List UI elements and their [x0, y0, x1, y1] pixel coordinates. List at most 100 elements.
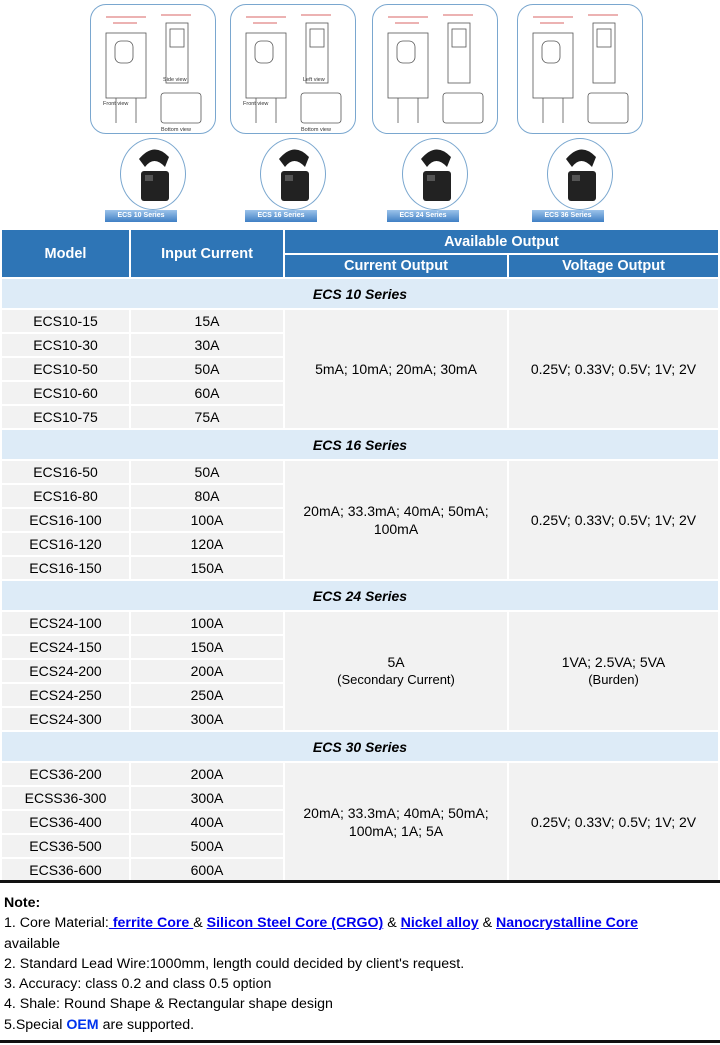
current-output-cell: 20mA; 33.3mA; 40mA; 50mA; 100mA	[283, 459, 509, 581]
model-cell: ECS24-100	[0, 610, 131, 636]
current-output-cell: 5mA; 10mA; 20mA; 30mA	[283, 308, 509, 430]
model-cell: ECS16-150	[0, 555, 131, 581]
view-label: Bottom view	[161, 127, 191, 133]
view-label: Front view	[103, 101, 129, 107]
table-row: ECS10-50 50A	[0, 356, 719, 382]
series-label: ECS 24 Series	[387, 210, 459, 222]
header-voltage-output: Voltage Output	[507, 253, 720, 279]
current-output: 20mA; 33.3mA; 40mA; 50mA; 100mA	[303, 503, 489, 537]
note-text: &	[383, 915, 401, 932]
input-current-cell: 500A	[129, 833, 285, 859]
divider	[0, 880, 720, 883]
product-2: ECS 24 Series	[372, 0, 512, 226]
table-row: ECS24-200 200A	[0, 658, 719, 684]
input-current-cell: 200A	[129, 761, 285, 787]
spec-table: Model Input Current Available Output Cur…	[0, 228, 720, 883]
table-row: ECS24-100 100A 5A (Secondary Current) 1VA; …	[0, 610, 720, 732]
link-nanocrystalline-core[interactable]: Nanocrystalline Core	[496, 915, 638, 932]
link-silicon-steel-core[interactable]: Silicon Steel Core (CRGO)	[206, 915, 384, 932]
header-input-current: Input Current	[129, 228, 285, 279]
model-cell: ECS16-100	[0, 507, 131, 533]
table-row: ECS36-600 600A	[0, 857, 719, 883]
model-cell: ECS10-60	[0, 380, 131, 406]
product-photo	[547, 138, 613, 210]
view-label: Bottom view	[301, 127, 331, 133]
note-text: are supported.	[98, 1016, 195, 1033]
model-cell: ECS36-400	[0, 809, 131, 835]
table-row: ECS10-30 30A	[0, 332, 719, 358]
voltage-output-note: (Burden)	[588, 672, 639, 687]
voltage-output: 1VA; 2.5VA; 5VA	[561, 654, 666, 670]
input-current-cell: 150A	[129, 634, 285, 660]
table-row: ECS16-120 120A	[0, 531, 719, 557]
header-available-output: Available Output	[283, 228, 720, 255]
link-nickel-alloy[interactable]: Nickel alloy	[400, 915, 479, 932]
input-current-cell: 30A	[129, 332, 285, 358]
series-label: ECS 10 Series	[105, 210, 177, 222]
input-current-cell: 600A	[129, 857, 285, 883]
table-row: ECSS36-300 300A	[0, 785, 719, 811]
note-text: 1. Core Material:	[4, 915, 109, 932]
model-cell: ECS16-80	[0, 483, 131, 509]
series-group-row: ECS 30 Series	[0, 730, 720, 763]
input-current-cell: 80A	[129, 483, 285, 509]
dimension-drawing: Front view Left view Bottom view	[230, 4, 356, 134]
current-output-cell: 20mA; 33.3mA; 40mA; 50mA; 100mA; 1A; 5A	[283, 761, 509, 883]
view-label: Front view	[243, 101, 269, 107]
voltage-output: 0.25V; 0.33V; 0.5V; 1V; 2V	[530, 512, 697, 528]
table-row: ECS36-200 200A 20mA; 33.3mA; 40mA; 50mA; 1…	[0, 761, 720, 883]
product-0: Front view Side view Bottom view ECS 10 Se…	[90, 0, 230, 226]
model-cell: ECS10-30	[0, 332, 131, 358]
note-1: 1. Core Material: ferrite Core & Silicon…	[4, 913, 638, 954]
dimension-drawing	[372, 4, 498, 134]
voltage-output: 0.25V; 0.33V; 0.5V; 1V; 2V	[530, 361, 697, 377]
note-text: available	[4, 935, 61, 952]
dimension-drawing: Front view Side view Bottom view	[90, 4, 216, 134]
voltage-output-cell: 1VA; 2.5VA; 5VA (Burden)	[507, 610, 720, 732]
series-label: ECS 36 Series	[532, 210, 604, 222]
voltage-output-cell: 0.25V; 0.33V; 0.5V; 1V; 2V	[507, 761, 720, 883]
input-current-cell: 50A	[129, 459, 285, 485]
table-row: ECS36-500 500A	[0, 833, 719, 859]
series-group-row: ECS 24 Series	[0, 579, 720, 612]
series-group-row: ECS 10 Series	[0, 277, 720, 310]
note-5: 5.Special OEM are supported.	[4, 1015, 638, 1035]
input-current-cell: 100A	[129, 507, 285, 533]
table-row: ECS24-250 250A	[0, 682, 719, 708]
table-row: ECS10-75 75A	[0, 404, 719, 430]
model-cell: ECS24-150	[0, 634, 131, 660]
model-cell: ECS16-120	[0, 531, 131, 557]
link-ferrite-core[interactable]: ferrite Core	[108, 915, 194, 932]
voltage-output-cell: 0.25V; 0.33V; 0.5V; 1V; 2V	[507, 459, 720, 581]
input-current-cell: 15A	[129, 308, 285, 334]
table-row: ECS16-150 150A	[0, 555, 719, 581]
header-model: Model	[0, 228, 131, 279]
table-row: ECS24-300 300A	[0, 706, 719, 732]
input-current-cell: 60A	[129, 380, 285, 406]
note-2: 2. Standard Lead Wire:1000mm, length cou…	[4, 955, 465, 972]
current-output: 20mA; 33.3mA; 40mA; 50mA; 100mA; 1A; 5A	[303, 805, 489, 839]
product-1: Front view Left view Bottom view ECS 16 Se…	[230, 0, 370, 226]
input-current-cell: 150A	[129, 555, 285, 581]
table-row: ECS16-80 80A	[0, 483, 719, 509]
input-current-cell: 300A	[129, 706, 285, 732]
view-label: Side view	[163, 77, 187, 83]
product-photo	[260, 138, 326, 210]
current-output-note: (Secondary Current)	[337, 672, 455, 687]
table-row: ECS16-100 100A	[0, 507, 719, 533]
model-cell: ECS24-200	[0, 658, 131, 684]
input-current-cell: 400A	[129, 809, 285, 835]
oem-text: OEM	[66, 1016, 99, 1033]
input-current-cell: 250A	[129, 682, 285, 708]
voltage-output: 0.25V; 0.33V; 0.5V; 1V; 2V	[530, 814, 697, 830]
table-row: ECS16-50 50A 20mA; 33.3mA; 40mA; 50mA; 100…	[0, 459, 720, 581]
view-label: Left view	[303, 77, 325, 83]
product-3: ECS 36 Series	[517, 0, 657, 226]
notes: Note: 1. Core Material: ferrite Core & S…	[4, 893, 638, 1035]
input-current-cell: 300A	[129, 785, 285, 811]
model-cell: ECS16-50	[0, 459, 131, 485]
model-cell: ECS36-500	[0, 833, 131, 859]
dimension-drawing	[517, 4, 643, 134]
input-current-cell: 200A	[129, 658, 285, 684]
current-output: 5mA; 10mA; 20mA; 30mA	[315, 361, 477, 377]
